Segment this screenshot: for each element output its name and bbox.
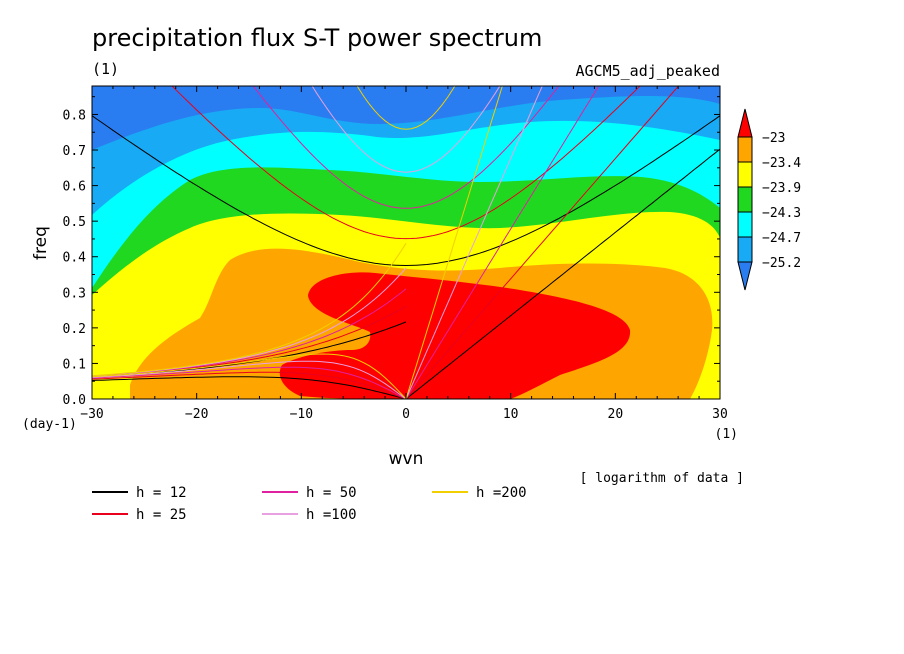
rossby-wave-curve xyxy=(92,360,407,399)
inertio-gravity-wave-curve xyxy=(171,86,641,240)
mixed-rossby-gravity-curve xyxy=(92,243,407,377)
x-tick-label: −10 xyxy=(290,407,313,422)
axes: −30 −20 −10 0 10 20 30 0.0 0.1 0.2 0.3 0.4 0.5 0.6 0.7… xyxy=(63,86,728,422)
y-tick-label: 0.7 xyxy=(63,144,86,159)
rossby-wave-curve xyxy=(92,371,407,399)
legend-label: h = 12 xyxy=(136,485,187,501)
x-tick-label: 30 xyxy=(712,407,728,422)
data-note: [ logarithm of data ] xyxy=(580,471,744,486)
colorbar-swatch xyxy=(737,136,753,163)
inertio-gravity-wave-curve xyxy=(92,115,720,267)
x-units-label: (1) xyxy=(715,427,738,442)
colorbar-arrow-low xyxy=(737,261,753,291)
y-axis-label: freq xyxy=(31,226,51,260)
colorbar-label: −23.4 xyxy=(762,156,801,171)
rossby-wave-curve xyxy=(92,376,407,399)
colorbar-swatch xyxy=(737,186,753,213)
contour-band-7 xyxy=(279,272,631,399)
x-tick-label: 20 xyxy=(608,407,624,422)
x-axis-label: wvn xyxy=(389,449,424,469)
y-tick-label: 0.0 xyxy=(63,393,86,408)
y-tick-label: 0.6 xyxy=(63,180,86,195)
y-tick-label: 0.1 xyxy=(63,357,86,372)
x-tick-label: −30 xyxy=(80,407,103,422)
colorbar-arrow-high xyxy=(737,108,753,138)
x-tick-label: 0 xyxy=(402,407,410,422)
inertio-gravity-wave-curve xyxy=(356,86,456,130)
y-tick-label: 0.5 xyxy=(63,215,86,230)
legend-label: h =100 xyxy=(306,507,357,523)
x-tick-label: 10 xyxy=(503,407,519,422)
legend: h = 12 h = 25 h = 50 h =100 h =200 xyxy=(92,485,527,523)
y-units-label: (day-1) xyxy=(22,417,77,432)
title-units: (1) xyxy=(92,60,119,78)
inertio-gravity-wave-curve xyxy=(311,86,501,173)
y-tick-label: 0.4 xyxy=(63,251,87,266)
colorbar-label: −25.2 xyxy=(762,256,801,271)
legend-label: h = 25 xyxy=(136,507,187,523)
colorbar-label: −24.3 xyxy=(762,206,801,221)
kelvin-wave-curve xyxy=(405,86,680,399)
y-tick-label: 0.3 xyxy=(63,286,86,301)
colorbar-swatch xyxy=(737,211,753,238)
kelvin-wave-curve xyxy=(405,86,503,399)
x-tick-label: −20 xyxy=(185,407,208,422)
legend-label: h =200 xyxy=(476,485,527,501)
y-tick-label: 0.2 xyxy=(63,322,86,337)
dispersion-curves xyxy=(92,86,720,399)
colorbar-swatch xyxy=(737,236,753,263)
colorbar-label: −23 xyxy=(762,131,785,146)
colorbar: −23 −23.4 −23.9 −24.3 −24.7 −25.2 xyxy=(737,108,801,291)
kelvin-wave-curve xyxy=(405,86,600,399)
chart-title: precipitation flux S-T power spectrum xyxy=(92,24,542,52)
y-tick-label: 0.8 xyxy=(63,108,86,123)
colorbar-label: −23.9 xyxy=(762,181,801,196)
inertio-gravity-wave-curve xyxy=(252,86,560,209)
kelvin-wave-curve xyxy=(405,86,543,399)
legend-label: h = 50 xyxy=(306,485,357,501)
colorbar-label: −24.7 xyxy=(762,231,801,246)
colorbar-swatch xyxy=(737,161,753,188)
rossby-wave-curve xyxy=(92,366,407,399)
rossby-wave-curve xyxy=(92,353,407,399)
kelvin-wave-curve xyxy=(405,148,720,399)
run-label: AGCM5_adj_peaked xyxy=(576,62,721,80)
contour-field xyxy=(92,86,720,399)
